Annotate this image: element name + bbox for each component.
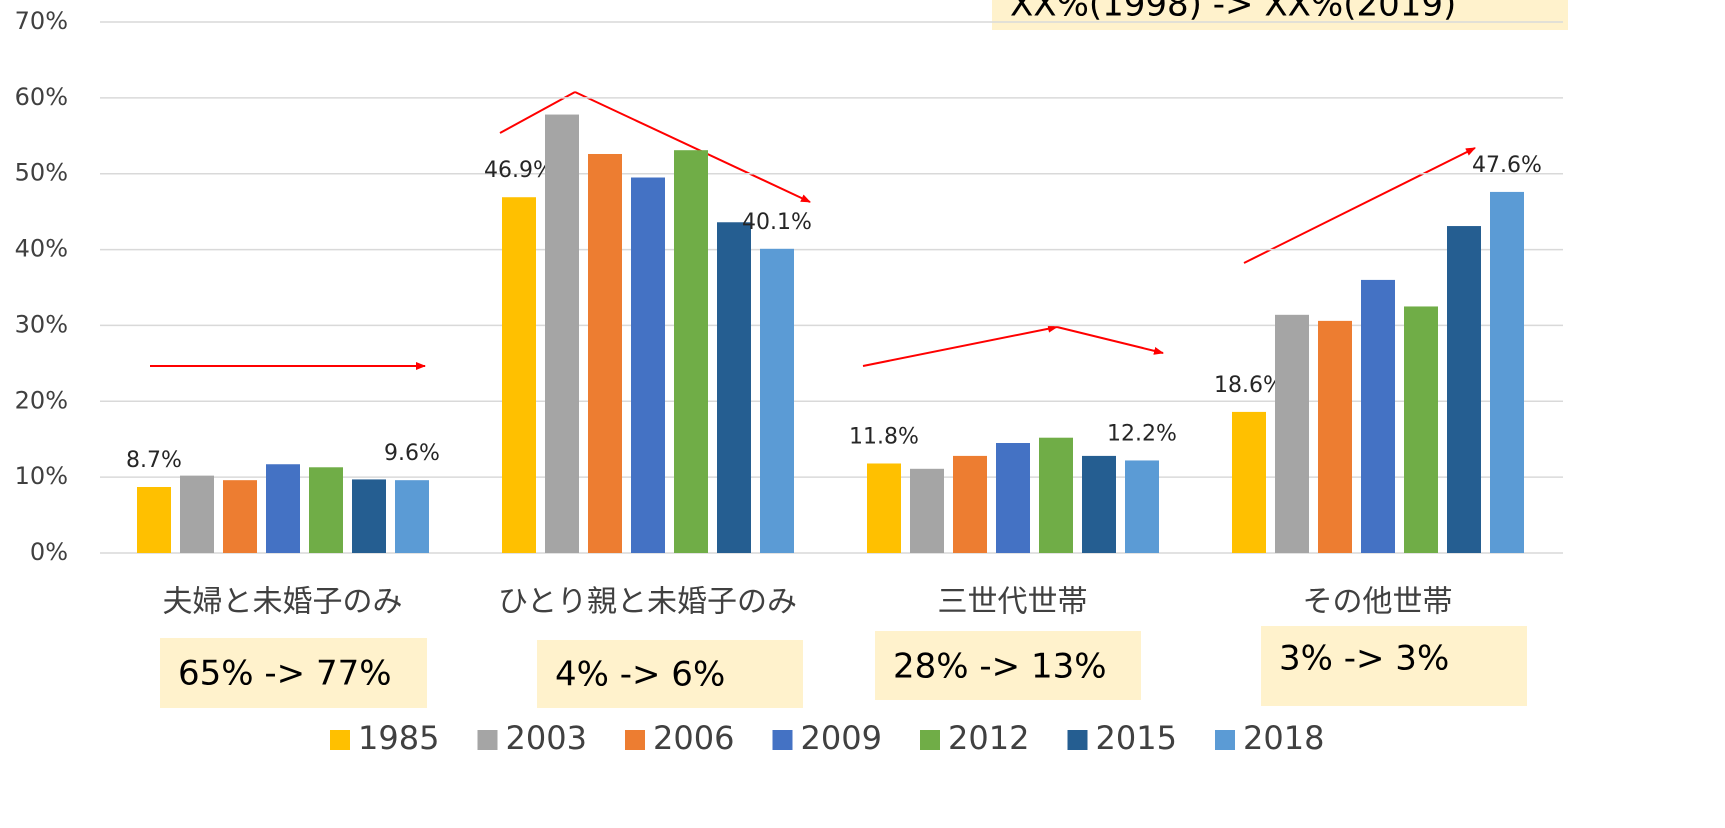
bar <box>502 197 536 554</box>
legend-label: 2006 <box>653 719 734 757</box>
legend-swatch <box>1067 730 1088 750</box>
bar <box>223 480 257 553</box>
annotation: XX%(1998) -> XX%(2019) <box>1010 0 1456 25</box>
bar <box>309 467 343 553</box>
data-label: 40.1% <box>742 210 812 235</box>
legend-swatch <box>920 730 940 750</box>
annotation-box <box>875 631 1141 700</box>
trend-arrow <box>862 324 1058 367</box>
bar <box>1361 279 1395 553</box>
legend-label: 2018 <box>1243 719 1324 757</box>
bar <box>1447 226 1481 553</box>
y-tick-label: 20% <box>15 386 68 414</box>
legend-label: 2015 <box>1096 719 1177 757</box>
legend-swatch <box>625 730 645 750</box>
legend-swatch <box>477 730 498 750</box>
annotation: 3% -> 3% <box>1279 639 1449 679</box>
trend-arrow <box>1243 147 1476 264</box>
x-tick-label: 三世代世帯 <box>938 585 1088 620</box>
bar <box>910 468 944 553</box>
x-tick-label: 夫婦と未婚子のみ <box>163 585 403 620</box>
legend-label: 1985 <box>358 719 439 757</box>
bar <box>674 150 708 553</box>
trend-arrow <box>499 91 576 134</box>
bar <box>1082 455 1116 553</box>
bar <box>996 443 1030 553</box>
data-label: 11.8% <box>849 424 919 449</box>
y-tick-label: 70% <box>15 7 68 35</box>
x-tick-label: その他世帯 <box>1303 585 1453 620</box>
annotation-box <box>1261 626 1527 706</box>
y-tick-label: 30% <box>15 310 68 338</box>
bar <box>631 177 665 553</box>
data-label: 47.6% <box>1472 153 1542 178</box>
y-tick-label: 10% <box>15 462 68 490</box>
annotation-box <box>537 640 803 708</box>
bar <box>137 487 171 553</box>
annotations: 65% -> 77% 4% -> 6% 28% -> 13% 3% -> 3% XX%(… <box>160 0 1568 708</box>
bar <box>717 222 751 553</box>
bar <box>545 114 579 553</box>
legend-swatch <box>1215 730 1235 750</box>
annotation-box <box>160 638 427 708</box>
data-label: 46.9% <box>484 158 554 183</box>
bar <box>760 248 794 553</box>
bar <box>867 463 901 553</box>
bar <box>180 475 214 553</box>
x-tick-label: ひとり親と未婚子のみ <box>498 585 797 620</box>
bar <box>1125 460 1159 553</box>
data-label: 9.6% <box>384 441 440 466</box>
y-tick-label: 0% <box>30 538 68 566</box>
y-tick-label: 60% <box>15 83 68 111</box>
legend-swatch <box>772 730 793 750</box>
legend-label: 2003 <box>506 719 587 757</box>
data-label: 12.2% <box>1107 421 1177 446</box>
annotation-box <box>992 0 1568 30</box>
bar <box>266 464 300 553</box>
trend-arrow <box>1056 326 1164 355</box>
annotation: 4% -> 6% <box>555 655 725 695</box>
data-label: 8.7% <box>126 448 182 473</box>
bar <box>395 480 429 553</box>
data-label: 18.6% <box>1214 373 1284 398</box>
bar <box>588 153 622 553</box>
legend-swatch <box>330 730 350 750</box>
trend-arrow <box>574 91 811 203</box>
y-tick-label: 50% <box>15 159 68 187</box>
bar <box>953 455 987 553</box>
legend-label: 2009 <box>801 719 882 757</box>
bar <box>1232 411 1266 553</box>
annotation: 65% -> 77% <box>178 654 392 694</box>
bar <box>1039 437 1073 553</box>
annotation: 28% -> 13% <box>893 647 1107 687</box>
bar <box>1404 306 1438 553</box>
bar <box>1318 320 1352 553</box>
y-tick-label: 40% <box>15 235 68 263</box>
bar <box>1275 314 1309 553</box>
legend-label: 2012 <box>948 719 1029 757</box>
bar <box>1490 191 1524 554</box>
bar <box>352 479 386 553</box>
trend-arrows <box>150 91 1476 370</box>
